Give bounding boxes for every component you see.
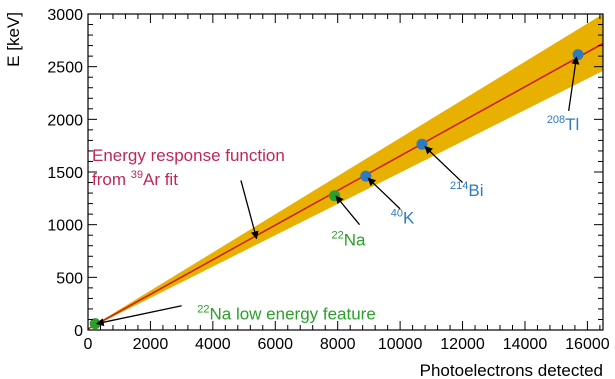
annotation-label-bi214: 214Bi [450, 180, 483, 200]
annotation-arrow-fit [240, 180, 259, 240]
y-tick-label: 2500 [47, 60, 83, 77]
annotation-label-na22: 22Na [331, 230, 366, 250]
annotation-label-k40: 40K [391, 208, 415, 228]
x-tick-label: 10000 [378, 336, 423, 353]
annotation-label-na22low: 22Na low energy feature [197, 303, 376, 323]
x-axis-label: Photoelectrons detected [420, 361, 603, 379]
x-tick-label: 6000 [257, 336, 293, 353]
y-tick-label: 1000 [47, 218, 83, 235]
y-axis-label: E [keV] [4, 12, 23, 67]
x-tick-label: 8000 [320, 336, 356, 353]
annotation-label-fit-line1: from 39Ar fit [92, 169, 178, 189]
x-tick-label: 12000 [440, 336, 485, 353]
data-point-s0-2 [572, 49, 584, 61]
y-tick-label: 3000 [47, 7, 83, 24]
x-tick-label: 16000 [565, 336, 610, 353]
y-tick-label: 2000 [47, 112, 83, 129]
x-tick-label: 2000 [133, 336, 169, 353]
annotation-arrow-tl208 [568, 56, 580, 112]
y-tick-label: 0 [74, 323, 83, 340]
x-tick-label: 0 [84, 336, 93, 353]
fit-line [87, 42, 604, 330]
annotation-arrow-k40 [367, 177, 401, 210]
x-tick-label: 14000 [503, 336, 548, 353]
annotation-arrow-na22low [95, 305, 182, 327]
fit-uncertainty-band [88, 14, 603, 330]
annotation-arrow-bi214 [424, 146, 463, 184]
annotation-arrow-na22 [335, 195, 361, 226]
y-tick-label: 500 [56, 270, 83, 287]
annotation-label-fit-line0: Energy response function [92, 146, 285, 165]
annotation-label-tl208: 208Tl [547, 114, 580, 134]
x-tick-label: 4000 [195, 336, 231, 353]
y-tick-label: 1500 [47, 165, 83, 182]
